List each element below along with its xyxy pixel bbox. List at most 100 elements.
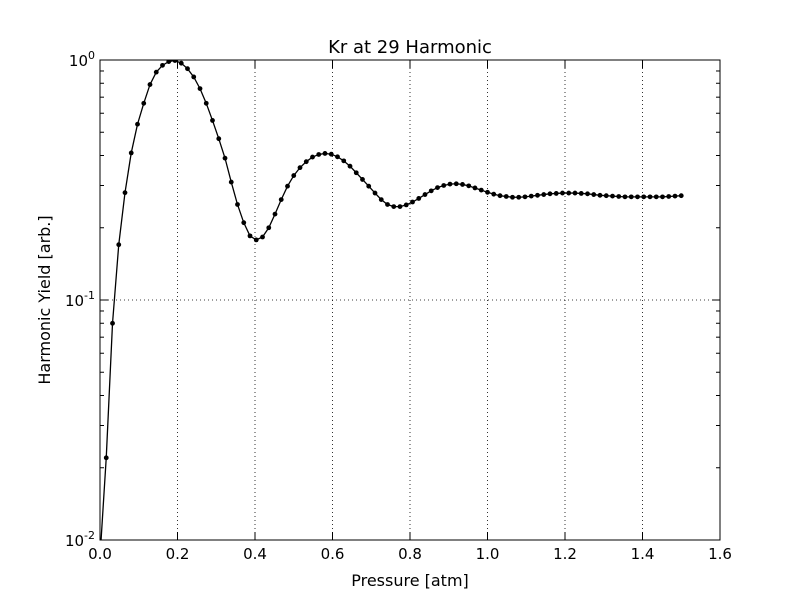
- data-point: [128, 150, 134, 156]
- data-point: [366, 183, 372, 189]
- grid-lines: [100, 60, 720, 540]
- data-point: [303, 159, 309, 165]
- data-point: [110, 320, 115, 326]
- data-point: [378, 197, 384, 203]
- data-point: [185, 66, 190, 72]
- data-point: [435, 185, 440, 191]
- data-point: [391, 204, 397, 210]
- series-line: [100, 60, 682, 540]
- data-point: [453, 181, 459, 187]
- y-tick-base: 10: [65, 532, 84, 550]
- y-tick-exponent: -1: [84, 289, 95, 302]
- data-point: [622, 194, 628, 200]
- y-tick-label: 10-2: [65, 529, 95, 550]
- data-point: [441, 183, 447, 188]
- x-tick-label: 0.2: [166, 545, 190, 563]
- data-point: [160, 62, 165, 68]
- data-point: [291, 173, 297, 178]
- data-point: [603, 193, 609, 199]
- data-point: [216, 136, 222, 142]
- data-point: [447, 181, 453, 187]
- x-tick-label: 0.4: [243, 545, 267, 563]
- data-point: [372, 190, 378, 196]
- data-point: [266, 225, 272, 231]
- data-point: [547, 191, 553, 197]
- data-point: [616, 194, 622, 199]
- y-tick-exponent: -2: [84, 529, 95, 542]
- x-tick-label: 1.0: [476, 545, 500, 563]
- data-point: [178, 60, 184, 66]
- data-point: [222, 155, 228, 161]
- y-tick-label: 100: [69, 49, 95, 70]
- data-point: [497, 193, 503, 199]
- data-point: [122, 190, 128, 196]
- y-tick-base: 10: [69, 52, 88, 70]
- data-point: [397, 204, 403, 210]
- data-point: [466, 183, 472, 189]
- x-tick-label: 1.4: [631, 545, 655, 563]
- data-point: [153, 69, 159, 75]
- plot-area: [99, 59, 721, 541]
- data-point: [210, 118, 215, 123]
- data-point: [491, 191, 497, 197]
- y-tick-base: 10: [65, 292, 84, 310]
- data-point: [322, 151, 328, 156]
- data-point: [353, 170, 359, 176]
- data-point: [591, 192, 597, 197]
- data-point: [166, 60, 172, 64]
- data-point: [472, 185, 478, 191]
- axis-ticks: [99, 59, 721, 541]
- data-point: [360, 177, 365, 182]
- data-point: [141, 100, 147, 106]
- data-point: [503, 194, 509, 199]
- data-point: [285, 183, 290, 189]
- data-point: [172, 60, 178, 63]
- data-point: [197, 86, 203, 91]
- data-point: [460, 182, 465, 187]
- data-point: [516, 194, 522, 200]
- data-point: [535, 192, 540, 198]
- data-point: [635, 194, 640, 200]
- y-tick-exponent: 0: [88, 49, 95, 62]
- data-point: [278, 197, 284, 203]
- data-point: [335, 154, 340, 160]
- data-point: [553, 191, 559, 196]
- data-point: [510, 194, 515, 200]
- data-point: [247, 233, 253, 239]
- data-point: [341, 158, 347, 164]
- data-point: [347, 163, 353, 169]
- data-point: [191, 74, 197, 80]
- data-point: [310, 154, 315, 160]
- data-point: [672, 193, 678, 199]
- data-point: [572, 190, 578, 196]
- data-point: [653, 194, 659, 200]
- data-series: [100, 60, 684, 540]
- data-point: [522, 194, 528, 200]
- data-point: [478, 187, 484, 193]
- data-point: [260, 234, 265, 240]
- data-point: [578, 191, 584, 196]
- y-tick-label: 10-1: [65, 289, 95, 310]
- data-point: [628, 194, 634, 200]
- data-point: [647, 194, 653, 200]
- data-point: [678, 193, 684, 199]
- data-point: [228, 179, 234, 185]
- x-tick-label: 0.8: [398, 545, 422, 563]
- data-point: [585, 191, 590, 197]
- x-tick-label: 1.6: [708, 545, 732, 563]
- data-point: [297, 165, 303, 171]
- y-axis-label: Harmonic Yield [arb.]: [35, 215, 54, 384]
- data-point: [116, 242, 122, 248]
- data-point: [666, 194, 672, 199]
- data-point: [485, 189, 490, 195]
- data-point: [566, 190, 572, 196]
- data-point: [597, 192, 603, 198]
- data-point: [147, 82, 153, 87]
- data-point: [560, 190, 565, 196]
- data-point: [641, 194, 647, 200]
- data-point: [235, 202, 240, 207]
- x-tick-label: 0.0: [88, 545, 112, 563]
- data-point: [422, 192, 428, 197]
- x-tick-label: 0.6: [321, 545, 345, 563]
